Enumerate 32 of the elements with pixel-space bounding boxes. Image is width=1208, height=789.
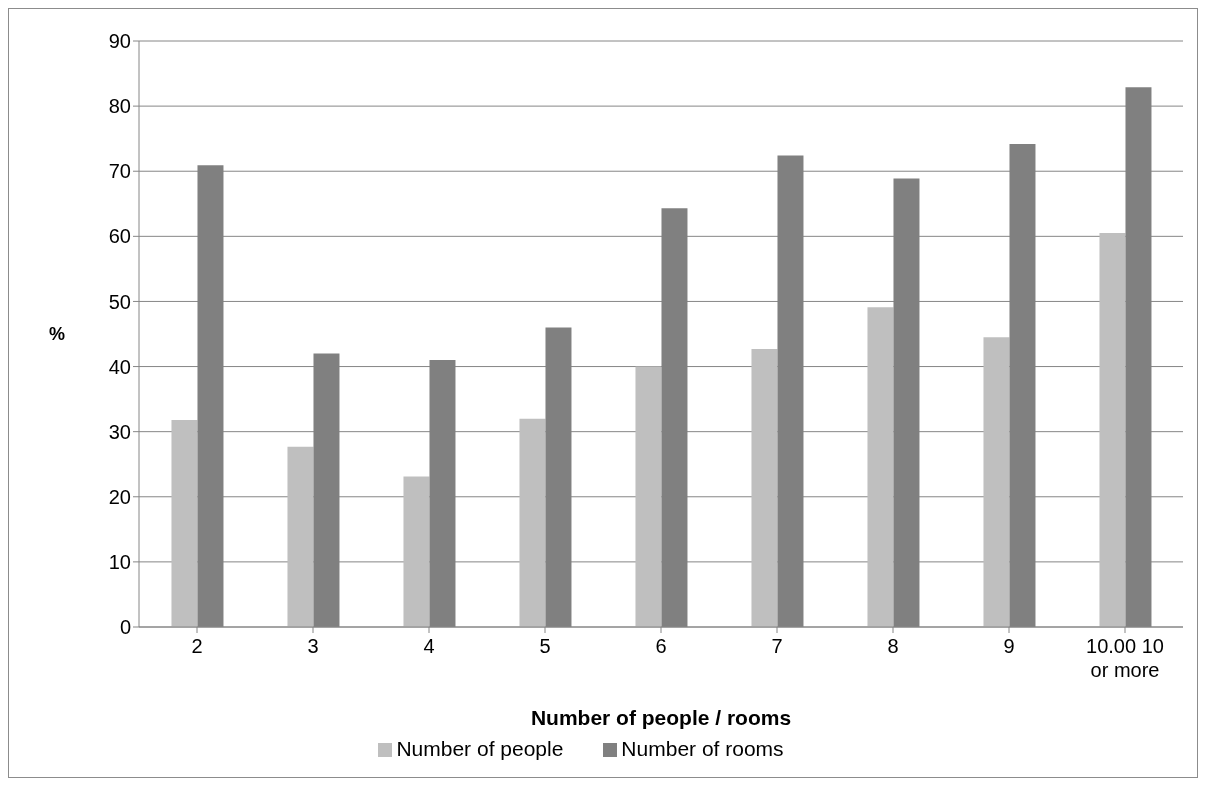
- y-tick-label: 0: [119, 616, 131, 639]
- x-tick-label: 3: [307, 635, 319, 657]
- bar: [287, 446, 314, 627]
- bar: [983, 337, 1010, 627]
- x-tick-label: 6: [655, 635, 667, 657]
- x-tick-label: 2: [191, 635, 203, 657]
- bar: [403, 476, 430, 627]
- bar: [751, 348, 778, 627]
- x-tick-label: 9: [1003, 635, 1015, 657]
- x-tick-label: 10.00 10 or more: [1086, 635, 1164, 681]
- y-tick-label: 40: [108, 355, 131, 378]
- bar: [171, 419, 198, 627]
- x-tick-label: 8: [887, 635, 899, 657]
- y-tick-label: 70: [108, 160, 131, 183]
- bar: [867, 307, 894, 627]
- bar: [635, 366, 662, 627]
- legend-label: Number of rooms: [621, 737, 784, 760]
- y-tick-label: 80: [108, 95, 131, 118]
- x-tick-label: 5: [539, 635, 551, 657]
- y-tick-label: 60: [108, 225, 131, 248]
- x-tick-label: 7: [771, 635, 783, 657]
- x-axis-title: Number of people / rooms: [530, 706, 792, 729]
- y-tick-label: 50: [108, 290, 131, 313]
- y-tick-label: 20: [108, 485, 131, 508]
- y-axis-title: %: [49, 324, 66, 345]
- y-tick-label: 90: [108, 30, 131, 53]
- y-tick-label: 10: [108, 550, 131, 573]
- x-tick-label: 4: [423, 635, 435, 657]
- bar: [519, 418, 546, 627]
- bar: [1099, 233, 1126, 627]
- legend-label: Number of people: [396, 737, 564, 760]
- y-tick-label: 30: [108, 420, 131, 443]
